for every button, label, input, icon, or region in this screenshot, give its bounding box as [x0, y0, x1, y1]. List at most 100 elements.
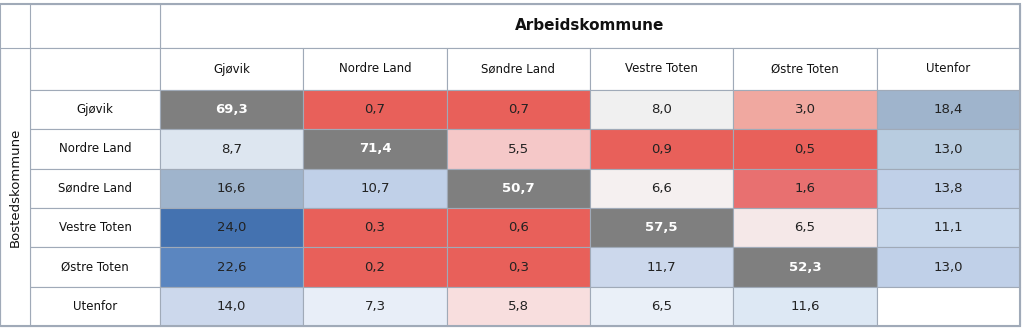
Bar	[303, 90, 446, 129]
Bar	[303, 48, 446, 90]
Bar	[30, 169, 160, 208]
Bar	[733, 90, 877, 129]
Text: 0,7: 0,7	[508, 103, 528, 116]
Bar	[590, 287, 733, 326]
Text: 71,4: 71,4	[358, 143, 391, 155]
Text: 6,6: 6,6	[651, 182, 672, 195]
Bar	[733, 169, 877, 208]
Text: 5,5: 5,5	[508, 143, 528, 155]
Text: Utenfor: Utenfor	[927, 62, 971, 76]
Bar	[446, 247, 590, 287]
Text: 0,9: 0,9	[651, 143, 672, 155]
Text: 1,6: 1,6	[795, 182, 815, 195]
Bar	[160, 129, 303, 169]
Bar	[30, 90, 160, 129]
Bar	[0, 48, 30, 326]
Text: 0,3: 0,3	[365, 221, 385, 234]
Text: 8,0: 8,0	[651, 103, 672, 116]
Bar	[733, 129, 877, 169]
Bar	[446, 208, 590, 247]
Text: Nordre Land: Nordre Land	[339, 62, 412, 76]
Bar	[160, 48, 303, 90]
Text: 0,6: 0,6	[508, 221, 528, 234]
Bar	[303, 208, 446, 247]
Bar	[877, 208, 1020, 247]
Text: 0,2: 0,2	[365, 260, 385, 274]
Text: 24,0: 24,0	[217, 221, 247, 234]
Bar	[733, 208, 877, 247]
Bar	[303, 247, 446, 287]
Bar	[303, 169, 446, 208]
Bar	[446, 287, 590, 326]
Text: 57,5: 57,5	[645, 221, 678, 234]
Bar	[303, 287, 446, 326]
Bar	[30, 129, 160, 169]
Bar	[30, 4, 160, 48]
Bar	[877, 129, 1020, 169]
Bar	[30, 48, 160, 90]
Bar	[160, 90, 303, 129]
Bar	[877, 48, 1020, 90]
Bar	[590, 129, 733, 169]
Bar	[160, 287, 303, 326]
Bar	[733, 48, 877, 90]
Text: Vestre Toten: Vestre Toten	[626, 62, 698, 76]
Text: Østre Toten: Østre Toten	[61, 260, 129, 274]
Bar	[877, 287, 1020, 326]
Text: 0,5: 0,5	[795, 143, 815, 155]
Text: Arbeidskommune: Arbeidskommune	[515, 18, 665, 34]
Text: 5,8: 5,8	[508, 300, 528, 313]
Bar	[877, 90, 1020, 129]
Bar	[30, 208, 160, 247]
Text: Søndre Land: Søndre Land	[481, 62, 555, 76]
Bar	[733, 287, 877, 326]
Text: 14,0: 14,0	[217, 300, 247, 313]
Text: 22,6: 22,6	[217, 260, 247, 274]
Text: Gjøvik: Gjøvik	[77, 103, 114, 116]
Bar	[30, 287, 160, 326]
Text: 18,4: 18,4	[934, 103, 963, 116]
Text: Søndre Land: Søndre Land	[58, 182, 132, 195]
Bar	[160, 169, 303, 208]
Bar	[590, 169, 733, 208]
Text: 69,3: 69,3	[215, 103, 248, 116]
Text: 6,5: 6,5	[795, 221, 815, 234]
Bar	[590, 247, 733, 287]
Bar	[303, 129, 446, 169]
Bar	[446, 90, 590, 129]
Text: 10,7: 10,7	[360, 182, 390, 195]
Bar	[160, 4, 1020, 48]
Text: 6,5: 6,5	[651, 300, 672, 313]
Bar	[30, 247, 160, 287]
Text: Bostedskommune: Bostedskommune	[8, 127, 22, 247]
Text: 13,0: 13,0	[934, 260, 964, 274]
Bar	[446, 129, 590, 169]
Text: Østre Toten: Østre Toten	[771, 62, 839, 76]
Bar	[590, 90, 733, 129]
Text: Nordre Land: Nordre Land	[58, 143, 131, 155]
Text: 16,6: 16,6	[217, 182, 247, 195]
Text: 11,7: 11,7	[647, 260, 677, 274]
Text: 11,1: 11,1	[934, 221, 964, 234]
Text: 8,7: 8,7	[221, 143, 242, 155]
Bar	[877, 169, 1020, 208]
Text: 0,3: 0,3	[508, 260, 528, 274]
Bar	[733, 247, 877, 287]
Text: 52,3: 52,3	[788, 260, 821, 274]
Text: 13,8: 13,8	[934, 182, 964, 195]
Text: 3,0: 3,0	[795, 103, 815, 116]
Bar	[446, 169, 590, 208]
Text: 13,0: 13,0	[934, 143, 964, 155]
Bar	[877, 247, 1020, 287]
Bar	[590, 48, 733, 90]
Text: 50,7: 50,7	[502, 182, 535, 195]
Text: 7,3: 7,3	[365, 300, 386, 313]
Text: Vestre Toten: Vestre Toten	[58, 221, 131, 234]
Text: 0,7: 0,7	[365, 103, 385, 116]
Text: Utenfor: Utenfor	[73, 300, 117, 313]
Text: Gjøvik: Gjøvik	[213, 62, 250, 76]
Bar	[160, 208, 303, 247]
Bar	[590, 208, 733, 247]
Text: 11,6: 11,6	[791, 300, 820, 313]
Bar	[446, 48, 590, 90]
